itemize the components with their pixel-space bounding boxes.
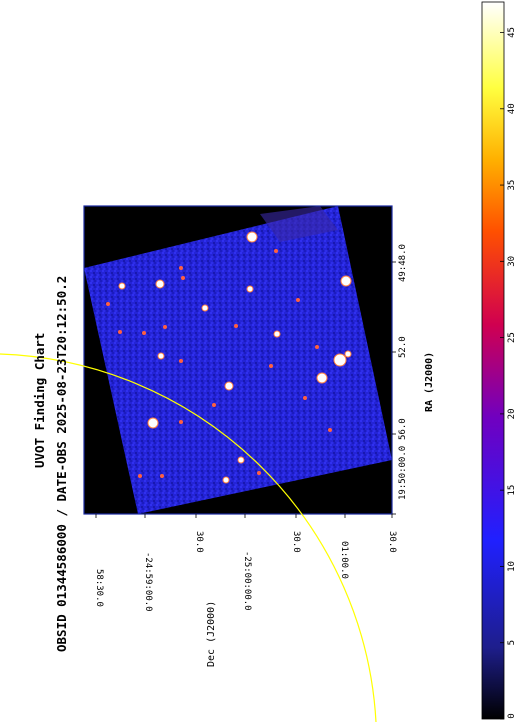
colorbar-tick-label: 20: [507, 408, 517, 419]
colorbar-tick-label: 30: [507, 256, 517, 267]
frame-ticks: [95, 261, 396, 518]
dec-tick-label: 30.0: [291, 531, 301, 553]
point-source: [160, 474, 164, 478]
ra-tick-labels: 19:50:00.0 56.0 52.0 49:48.0: [398, 244, 408, 500]
point-source: [106, 302, 110, 306]
point-source: [138, 474, 142, 478]
point-source: [328, 428, 332, 432]
colorbar-tick-label: 5: [507, 640, 517, 645]
point-source: [234, 324, 238, 328]
ra-tick-label: 56.0: [398, 418, 408, 440]
sources: [106, 231, 352, 484]
dec-tick-label: 30.0: [387, 531, 397, 553]
point-source: [155, 279, 165, 289]
frame-border: [83, 205, 393, 515]
colorbar-tick-label: 0: [507, 713, 517, 718]
chart-subtitle: OBSID 01344586000 / DATE-OBS 2025-08-23T…: [54, 276, 69, 652]
point-source: [118, 282, 126, 290]
ra-axis-label: RA (J2000): [424, 352, 435, 412]
dec-axis-label: Dec (J2000): [206, 601, 217, 667]
ra-tick-label: 49:48.0: [398, 244, 408, 282]
point-source: [303, 396, 307, 400]
image-panel: [83, 205, 393, 515]
point-source: [157, 352, 165, 360]
point-source: [201, 304, 209, 312]
point-source: [118, 330, 122, 334]
point-source: [224, 381, 234, 391]
point-source: [147, 417, 159, 429]
colorbar-gradient-bar: [481, 1, 505, 720]
dec-tick-label: 58:30.0: [94, 569, 104, 607]
point-source: [179, 420, 183, 424]
ra-tick-label: 52.0: [398, 336, 408, 358]
point-source: [246, 285, 254, 293]
point-source: [333, 353, 347, 367]
colorbar-tick-label: 45: [507, 27, 517, 38]
colorbar-tick-label: 25: [507, 332, 517, 343]
point-source: [142, 331, 146, 335]
colorbar-tick-label: 15: [507, 485, 517, 496]
point-source: [163, 325, 167, 329]
colorbar-tick-label: 40: [507, 103, 517, 114]
dec-tick-label: -25:00:00.0: [242, 551, 252, 611]
colorbar-ticks: 0 5 10 15 20 25 30 35 40 45: [500, 27, 517, 720]
dec-tick-label: -24:59:00.0: [143, 552, 153, 612]
dec-tick-label: 30.0: [194, 531, 204, 553]
point-source: [316, 372, 328, 384]
point-source: [274, 249, 278, 253]
point-source: [237, 456, 245, 464]
point-source: [273, 330, 281, 338]
point-source: [315, 345, 319, 349]
colorbar: 0 5 10 15 20 25 30 35 40 45: [481, 1, 517, 720]
colorbar-tick-label: 10: [507, 561, 517, 572]
dec-tick-label: 01:00.0: [339, 541, 349, 579]
point-source: [340, 275, 352, 287]
point-source: [222, 476, 230, 484]
point-source: [181, 276, 185, 280]
point-source: [344, 350, 352, 358]
dec-tick-labels: 58:30.0 -24:59:00.0 30.0 -25:00:00.0 30.…: [94, 531, 397, 612]
point-source: [246, 231, 258, 243]
point-source: [179, 266, 183, 270]
point-source: [269, 364, 273, 368]
point-source: [257, 471, 261, 475]
point-source: [296, 298, 300, 302]
point-source: [212, 403, 216, 407]
region-circle: [0, 353, 377, 722]
point-source: [179, 359, 183, 363]
colorbar-tick-label: 35: [507, 180, 517, 191]
chart-title: UVOT Finding Chart: [32, 333, 47, 468]
diffuse-emission: [260, 206, 338, 242]
ra-tick-label: 19:50:00.0: [398, 446, 408, 500]
